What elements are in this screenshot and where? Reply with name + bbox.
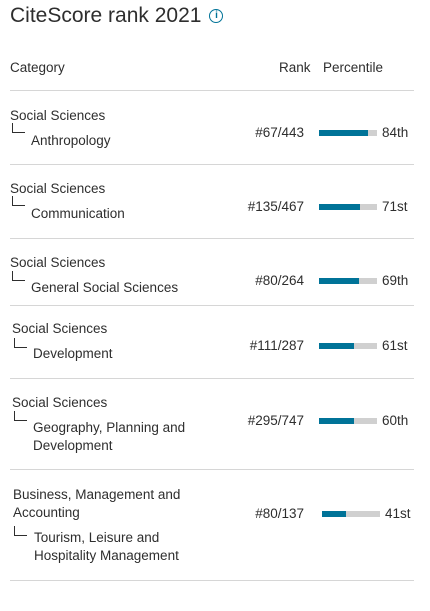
rank-value: #80/137 [255,506,304,521]
subject-area-link[interactable]: Development [33,346,113,361]
subject-area-link[interactable]: General Social Sciences [31,280,179,295]
panel-title: CiteScore rank 2021 i [10,4,224,28]
row-divider [10,238,414,239]
row-divider [10,164,414,165]
header-rank: Rank [279,60,311,75]
percentile-value: 69th [382,273,409,288]
parent-category: Business, Management and Accounting [13,487,181,520]
percentile-value: 61st [382,338,408,353]
rank-value: #295/747 [247,413,304,428]
tree-elbow-icon [12,123,25,133]
row-divider [10,580,414,581]
parent-category: Social Sciences [12,321,108,336]
percentile-value: 71st [382,199,408,214]
tree-elbow-icon [14,411,27,421]
percentile-bar [319,343,377,349]
info-icon[interactable]: i [209,9,224,23]
rank-row: Business, Management and Accounting Tour… [0,470,430,580]
percentile-bar-fill [319,418,354,424]
row-divider [10,378,414,379]
parent-category: Social Sciences [10,108,106,123]
parent-category: Social Sciences [12,395,108,410]
rank-row: Social Sciences Anthropology #67/443 84t… [0,91,430,165]
header-percentile: Percentile [323,60,384,75]
percentile-bar-fill [319,130,368,136]
rank-value: #111/287 [249,338,304,353]
percentile-bar [319,418,377,424]
rank-value: #80/264 [255,273,304,288]
subject-area-link[interactable]: Tourism, Leisure and Hospitality Managem… [34,530,179,563]
rank-value: #67/443 [255,125,304,140]
header-category: Category [10,60,65,75]
parent-category: Social Sciences [10,181,106,196]
subject-area-link[interactable]: Geography, Planning and Development [33,420,186,453]
row-divider [10,469,414,470]
percentile-bar [319,204,377,210]
parent-category: Social Sciences [10,255,106,270]
rank-row: Social Sciences Communication #135/467 7… [0,165,430,239]
subject-area-link[interactable]: Anthropology [31,133,111,148]
tree-elbow-icon [14,338,27,348]
subject-area-link[interactable]: Communication [31,206,125,221]
header-divider [10,90,414,91]
percentile-bar [319,130,377,136]
rank-value: #135/467 [247,199,304,214]
rank-row: Social Sciences General Social Sciences … [0,239,430,305]
percentile-value: 84th [382,125,409,140]
title-text: CiteScore rank 2021 [10,4,202,27]
rank-row: Social Sciences Development #111/287 61s… [0,306,430,379]
tree-elbow-icon [12,196,25,206]
percentile-bar-fill [319,343,355,349]
percentile-bar-fill [319,204,361,210]
percentile-bar [319,278,377,284]
row-divider [10,305,414,306]
tree-elbow-icon [12,271,25,281]
percentile-bar-fill [322,511,346,517]
tree-elbow-icon [14,526,27,536]
rank-row: Social Sciences Geography, Planning and … [0,379,430,470]
percentile-value: 60th [382,413,409,428]
percentile-value: 41st [385,506,411,521]
percentile-bar-fill [319,278,360,284]
percentile-bar [322,511,380,517]
